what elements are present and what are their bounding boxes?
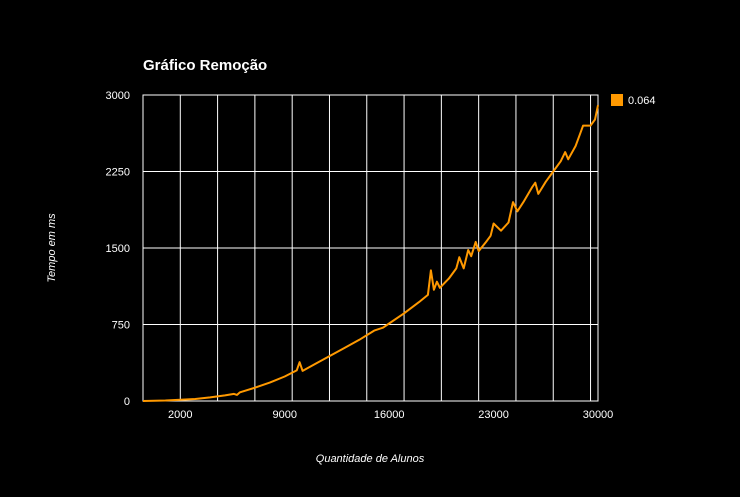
legend-label: 0.064 xyxy=(628,95,656,107)
gridlines xyxy=(143,94,598,402)
legend-swatch xyxy=(611,94,623,106)
y-tick-labels: 0 750 1500 2250 3000 xyxy=(106,90,130,408)
chart-title: Gráfico Remoção xyxy=(143,57,267,74)
y-tick-label: 750 xyxy=(112,320,130,332)
y-axis-title: Tempo em ms xyxy=(46,213,58,283)
series-lines xyxy=(142,104,599,402)
x-tick-label: 30000 xyxy=(583,409,614,421)
series-line xyxy=(142,104,599,402)
x-tick-label: 16000 xyxy=(374,409,405,421)
y-tick-label: 3000 xyxy=(106,90,130,102)
y-tick-label: 2250 xyxy=(106,167,130,179)
x-tick-labels: 2000 9000 16000 23000 30000 xyxy=(168,409,613,421)
x-axis-title: Quantidade de Alunos xyxy=(316,453,425,465)
legend: 0.064 xyxy=(611,94,656,107)
x-tick-label: 9000 xyxy=(272,409,296,421)
x-tick-label: 23000 xyxy=(478,409,509,421)
y-tick-label: 0 xyxy=(124,396,130,408)
plot-area-border xyxy=(142,94,599,402)
x-tick-label: 2000 xyxy=(168,409,192,421)
y-tick-label: 1500 xyxy=(106,243,130,255)
